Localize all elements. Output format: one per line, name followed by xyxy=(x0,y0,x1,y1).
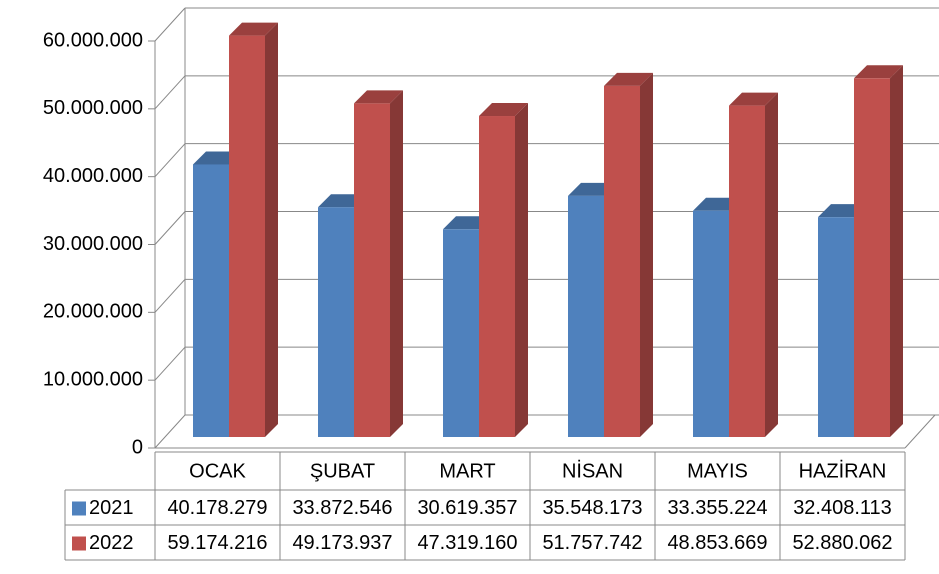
grid-line xyxy=(154,7,186,42)
data-label: 51.757.742 xyxy=(542,532,642,554)
bar-top xyxy=(604,72,653,86)
x-tick-label: MART xyxy=(439,460,495,482)
x-tick-label: ŞUBAT xyxy=(310,460,375,482)
grid-line xyxy=(154,75,186,110)
x-tick-label: HAZİRAN xyxy=(799,459,887,482)
bar-top xyxy=(479,103,528,117)
data-label: 33.355.224 xyxy=(667,497,767,519)
legend-key xyxy=(72,501,86,516)
bar xyxy=(854,78,890,438)
grid-line xyxy=(154,278,186,313)
data-label: 47.319.160 xyxy=(417,532,517,554)
data-label: 33.872.546 xyxy=(292,497,392,519)
bar xyxy=(193,164,229,437)
bar xyxy=(443,229,479,437)
bar-top xyxy=(229,22,278,36)
bar xyxy=(354,103,390,437)
y-tick-label: 10.000.000 xyxy=(43,368,143,390)
legend-key xyxy=(72,536,86,551)
y-tick-label: 30.000.000 xyxy=(43,233,143,255)
legend-label: 2022 xyxy=(89,532,134,554)
bar xyxy=(479,116,515,437)
grid-line xyxy=(154,143,186,178)
bar xyxy=(693,210,729,437)
data-label: 30.619.357 xyxy=(417,497,517,519)
y-tick-label: 20.000.000 xyxy=(43,301,143,323)
x-tick-label: NİSAN xyxy=(562,459,623,482)
bar-top xyxy=(854,65,903,79)
bar-side xyxy=(390,90,403,437)
bar-top xyxy=(729,92,778,106)
bar-top xyxy=(354,90,403,104)
grid-line xyxy=(154,346,186,381)
data-label: 59.174.216 xyxy=(167,532,267,554)
grid-line xyxy=(154,414,186,449)
data-label: 32.408.113 xyxy=(793,497,892,519)
bar xyxy=(818,217,854,437)
grid-line xyxy=(154,211,186,245)
bar xyxy=(604,85,640,438)
bar-side xyxy=(890,65,903,438)
y-tick-label: 50.000.000 xyxy=(43,97,143,119)
y-tick-label: 60.000.000 xyxy=(43,29,143,51)
bar xyxy=(568,195,604,437)
bar-side xyxy=(765,92,778,437)
x-tick-label: OCAK xyxy=(189,460,246,482)
x-tick-label: MAYIS xyxy=(687,460,748,482)
data-label: 35.548.173 xyxy=(542,497,642,519)
y-tick-label: 0 xyxy=(132,436,143,458)
legend-label: 2021 xyxy=(89,497,134,519)
data-label: 40.178.279 xyxy=(167,497,267,519)
bar-side xyxy=(515,103,528,437)
bar-side xyxy=(640,72,653,438)
data-label: 49.173.937 xyxy=(292,532,392,554)
data-label: 48.853.669 xyxy=(667,532,767,554)
bar xyxy=(229,35,265,438)
floor-edge xyxy=(904,414,936,449)
bar xyxy=(729,105,765,437)
bar-side xyxy=(265,22,278,438)
y-tick-label: 40.000.000 xyxy=(43,165,143,187)
data-label: 52.880.062 xyxy=(792,532,892,554)
bar xyxy=(318,207,354,437)
